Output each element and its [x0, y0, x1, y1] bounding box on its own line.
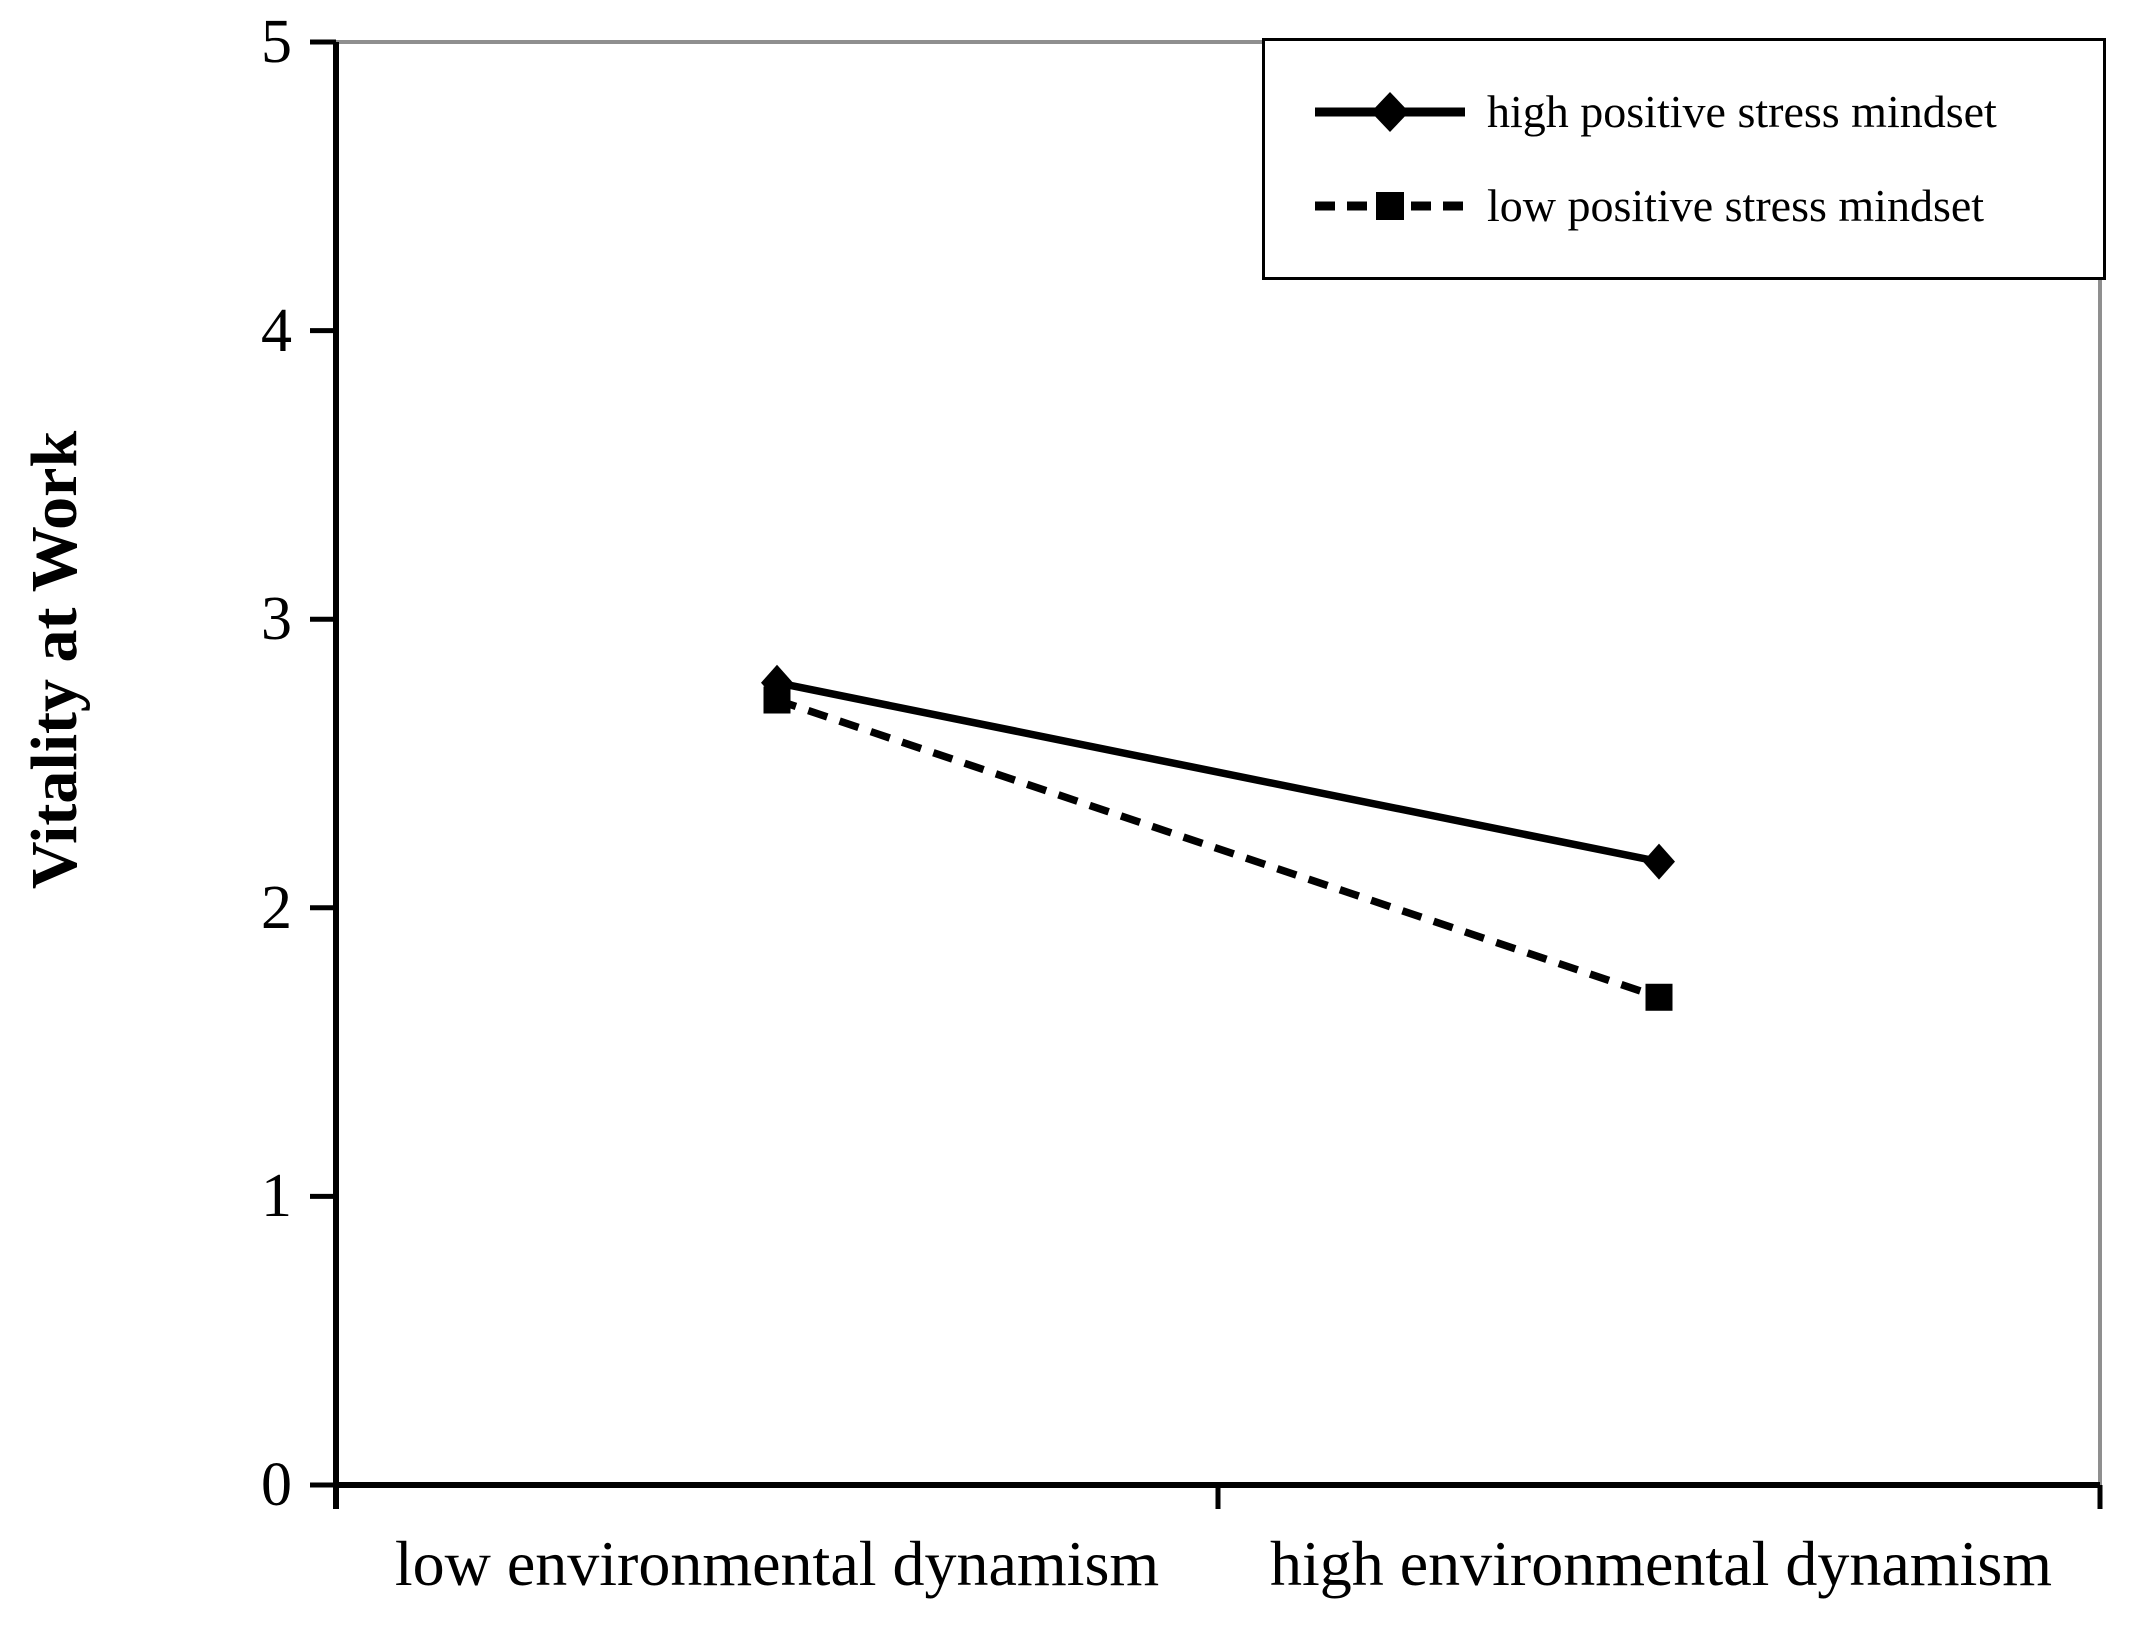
diamond-marker	[1643, 843, 1675, 880]
legend-entry-low-positive-stress-mindset: low positive stress mindset	[1265, 182, 2103, 230]
y-tick-label: 0	[261, 1451, 292, 1519]
y-axis-title: Vitality at Work	[18, 430, 91, 890]
series-line-1	[775, 696, 1661, 1001]
square-marker	[1645, 983, 1673, 1011]
y-tick-label: 5	[261, 8, 292, 76]
legend-label: low positive stress mindset	[1487, 180, 1985, 232]
y-tick-label: 2	[261, 874, 292, 942]
legend-label: high positive stress mindset	[1487, 85, 1997, 137]
x-category-label-high: high environmental dynamism	[1269, 1528, 2053, 1599]
solid-line-diamond-marker-icon	[1315, 91, 1465, 132]
legend-entry-high-positive-stress-mindset: high positive stress mindset	[1265, 85, 2103, 137]
series-line-0	[776, 679, 1660, 866]
x-category-label-low: low environmental dynamism	[394, 1528, 1160, 1599]
square-marker	[763, 686, 791, 714]
dashed-line-square-marker-icon	[1315, 192, 1465, 221]
y-tick-label: 3	[261, 585, 292, 653]
y-tick-label: 4	[261, 297, 292, 365]
legend: high positive stress mindset low positiv…	[1262, 38, 2106, 280]
y-tick-label: 1	[261, 1162, 292, 1230]
